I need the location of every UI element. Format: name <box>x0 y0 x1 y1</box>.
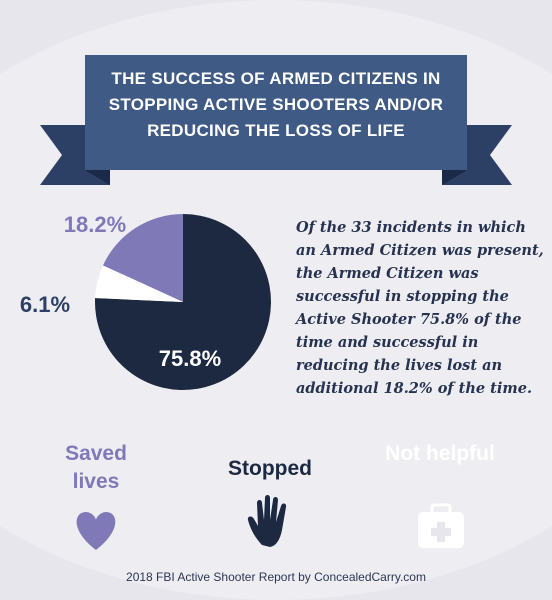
source: 2018 FBI Active Shooter Report by Concea… <box>126 570 426 584</box>
title-banner <box>85 55 467 170</box>
hand-icon <box>247 495 287 547</box>
pie-slice <box>95 214 272 390</box>
value-label: 6.1% <box>19 292 71 317</box>
chart-title: THE SUCCESS OF ARMED CITIZENS IN STOPPIN… <box>108 69 444 140</box>
value-label: 75.8% <box>158 346 222 371</box>
pie-slice <box>95 265 183 302</box>
annotation: Of the 33 incidents in which an Armed Ci… <box>296 219 544 397</box>
heart-icon <box>76 512 116 550</box>
kit-cross <box>431 522 451 542</box>
legend-label: Saved lives <box>65 442 127 493</box>
legend-label: Not helpful <box>385 442 495 465</box>
kit-handle <box>430 503 452 516</box>
legend-icons <box>76 495 464 550</box>
pie-slice <box>102 214 183 302</box>
ribbon-fold <box>85 170 110 185</box>
value-label: 18.2% <box>63 212 127 237</box>
ribbon-fold <box>442 170 467 185</box>
pie <box>95 214 272 390</box>
legend-label: Stopped <box>228 457 312 480</box>
